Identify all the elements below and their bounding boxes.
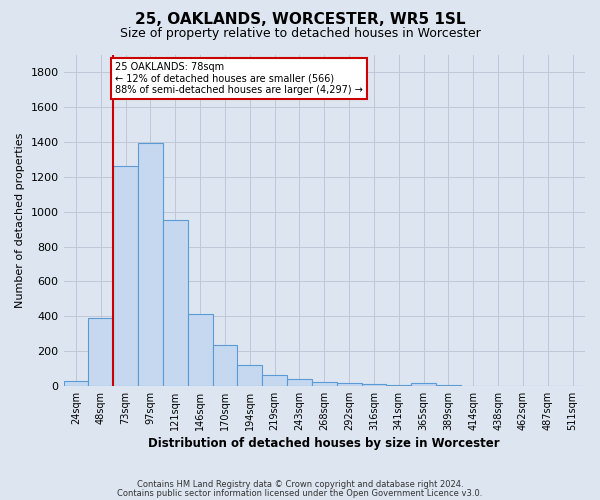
Bar: [287, 379, 312, 386]
Bar: [312, 382, 337, 386]
Bar: [64, 382, 88, 386]
Bar: [188, 314, 212, 386]
Bar: [411, 383, 436, 386]
Bar: [163, 220, 188, 386]
Y-axis label: Number of detached properties: Number of detached properties: [15, 132, 25, 308]
Bar: [138, 143, 163, 386]
Text: 25, OAKLANDS, WORCESTER, WR5 1SL: 25, OAKLANDS, WORCESTER, WR5 1SL: [135, 12, 465, 28]
Bar: [362, 384, 386, 386]
Text: Contains HM Land Registry data © Crown copyright and database right 2024.: Contains HM Land Registry data © Crown c…: [137, 480, 463, 489]
Bar: [88, 318, 113, 386]
Text: Size of property relative to detached houses in Worcester: Size of property relative to detached ho…: [119, 28, 481, 40]
Bar: [262, 374, 287, 386]
Text: 25 OAKLANDS: 78sqm
← 12% of detached houses are smaller (566)
88% of semi-detach: 25 OAKLANDS: 78sqm ← 12% of detached hou…: [115, 62, 363, 95]
X-axis label: Distribution of detached houses by size in Worcester: Distribution of detached houses by size …: [148, 437, 500, 450]
Text: Contains public sector information licensed under the Open Government Licence v3: Contains public sector information licen…: [118, 489, 482, 498]
Bar: [113, 166, 138, 386]
Bar: [337, 383, 362, 386]
Bar: [212, 345, 238, 386]
Bar: [238, 365, 262, 386]
